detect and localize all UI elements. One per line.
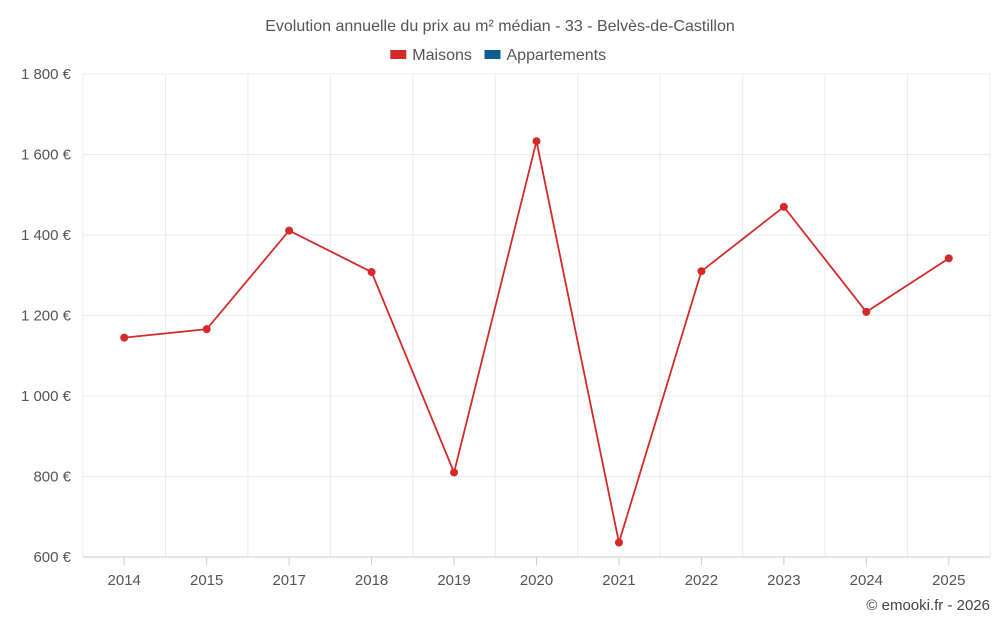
- data-point[interactable]: [614, 538, 623, 547]
- legend-swatch: [390, 50, 407, 59]
- data-point[interactable]: [779, 202, 788, 211]
- x-tick-label: 2018: [355, 572, 388, 589]
- y-tick-label: 800 €: [33, 469, 71, 486]
- x-tick-label: 2024: [850, 572, 883, 589]
- y-tick-label: 1 200 €: [21, 308, 72, 325]
- y-tick-label: 1 600 €: [21, 147, 72, 164]
- axes: 600 € 800 € 1 000 € 1 200 € 1 400 € 1 600 € 1 …: [21, 66, 990, 589]
- data-point[interactable]: [532, 137, 541, 146]
- credit-label: © emooki.fr - 2026: [866, 597, 990, 614]
- x-tick-label: 2023: [767, 572, 800, 589]
- legend-label: Appartements: [507, 47, 607, 64]
- legend-label: Maisons: [412, 47, 472, 64]
- legend: Maisons Appartements: [390, 47, 606, 64]
- grid: [82, 73, 991, 557]
- x-tick-label: 2020: [520, 572, 553, 589]
- x-tick-label: 2015: [190, 572, 223, 589]
- series-layer: [120, 137, 953, 547]
- x-tick-label: 2014: [108, 572, 141, 589]
- x-tick-label: 2017: [272, 572, 305, 589]
- x-tick-label: 2022: [685, 572, 718, 589]
- y-tick-label: 1 000 €: [21, 388, 72, 405]
- data-point[interactable]: [202, 325, 211, 334]
- data-point[interactable]: [862, 307, 871, 316]
- y-tick-label: 1 400 €: [21, 227, 72, 244]
- data-point[interactable]: [285, 226, 294, 235]
- legend-item-maisons[interactable]: Maisons: [390, 47, 472, 64]
- legend-item-appartements[interactable]: Appartements: [484, 47, 607, 64]
- data-point[interactable]: [944, 254, 953, 263]
- y-tick-label: 600 €: [33, 549, 71, 566]
- legend-swatch: [484, 50, 501, 59]
- data-point[interactable]: [450, 468, 459, 477]
- x-tick-label: 2021: [602, 572, 635, 589]
- data-point[interactable]: [697, 267, 706, 276]
- x-tick-label: 2025: [932, 572, 965, 589]
- x-tick-label: 2019: [437, 572, 470, 589]
- y-tick-label: 1 800 €: [21, 66, 72, 83]
- data-point[interactable]: [120, 333, 129, 342]
- data-point[interactable]: [367, 268, 376, 277]
- chart-title: Evolution annuelle du prix au m² médian …: [265, 18, 735, 35]
